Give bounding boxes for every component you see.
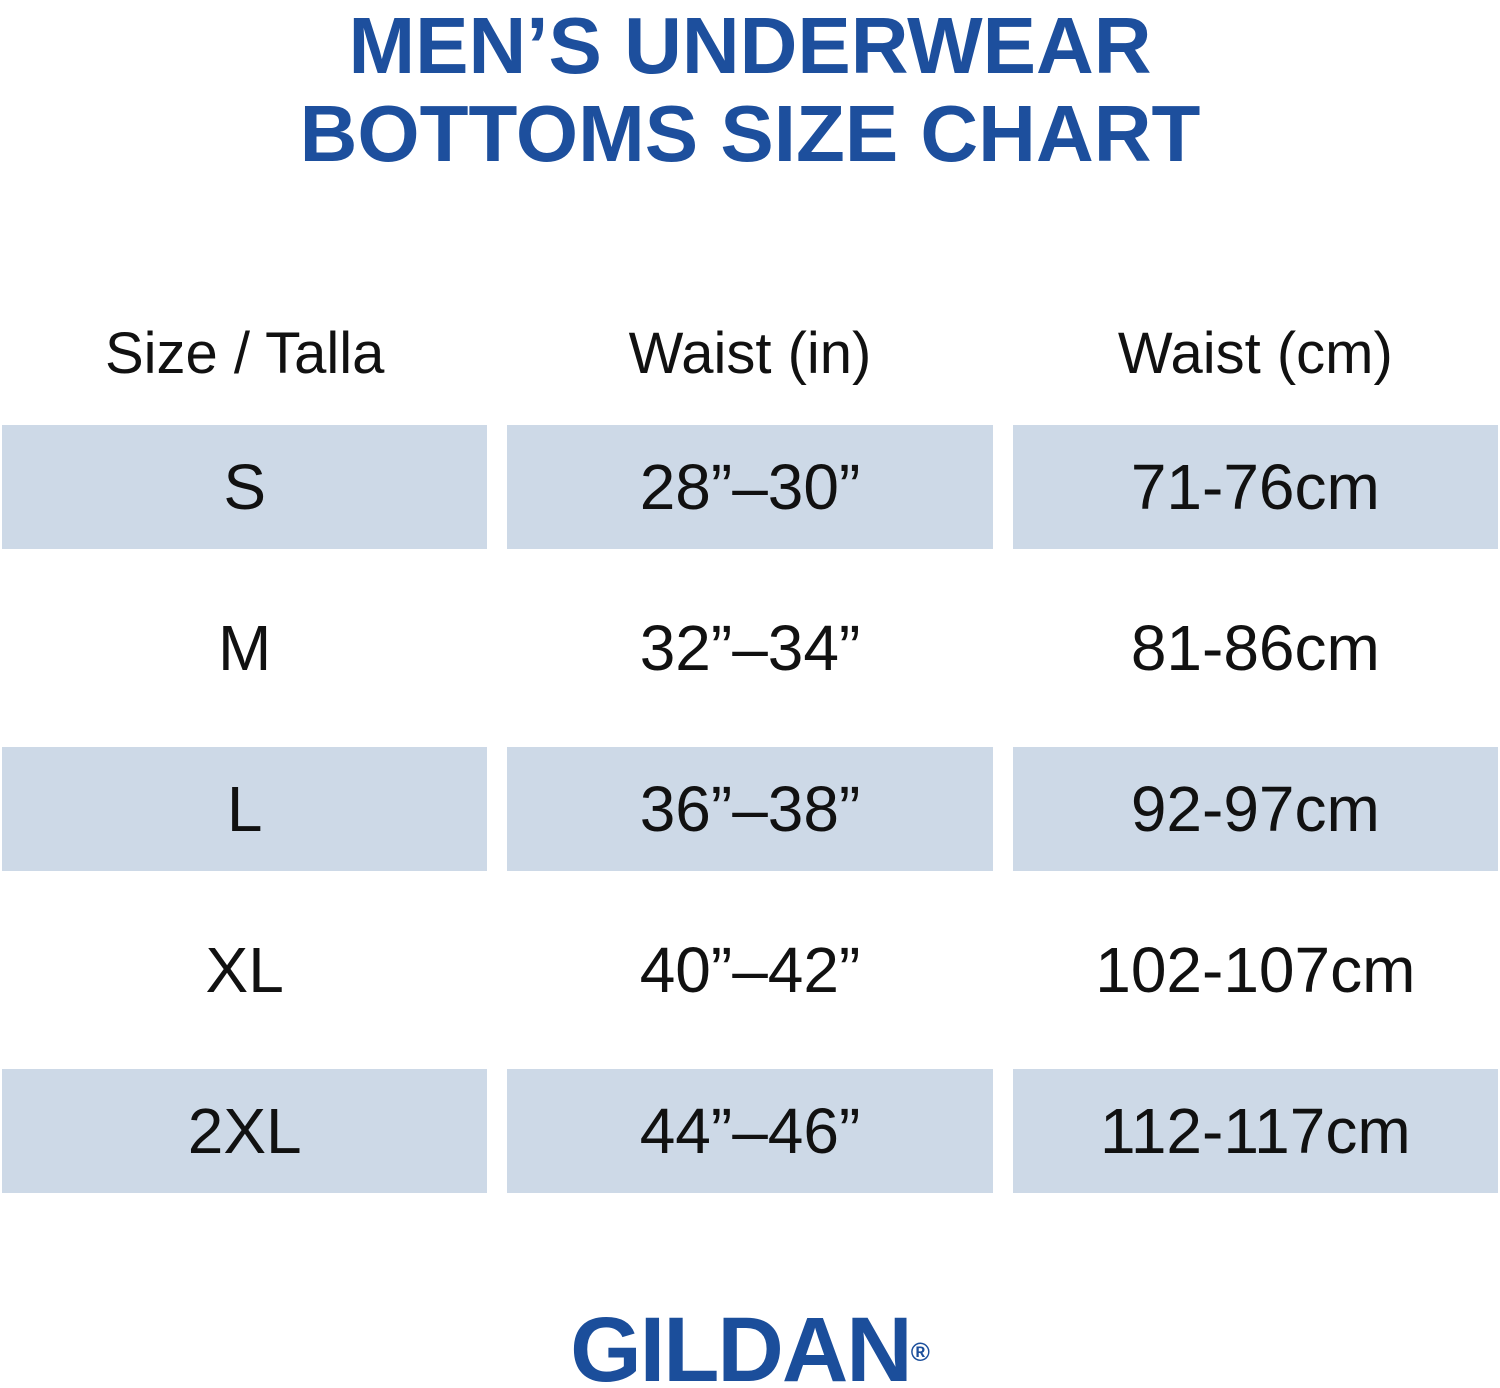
cell-size: S: [2, 425, 488, 549]
brand-logo: GILDAN®: [0, 1304, 1500, 1388]
table-row: 2XL 44”–46” 112-117cm: [2, 1069, 1498, 1193]
table-row: L 36”–38” 92-97cm: [2, 747, 1498, 871]
table-row: M 32”–34” 81-86cm: [2, 586, 1498, 710]
page-title-line-2: BOTTOMS SIZE CHART: [299, 89, 1201, 178]
cell-waist-in: 40”–42”: [639, 934, 861, 1006]
brand-logo-text: GILDAN: [570, 1299, 913, 1388]
cell-waist-cm: 81-86cm: [1130, 612, 1380, 684]
cell-size: 2XL: [2, 1069, 488, 1193]
cell-size: M: [218, 612, 272, 684]
registered-mark-icon: ®: [910, 1337, 930, 1367]
size-chart-table: Size / Talla Waist (in) Waist (cm) S 28”…: [2, 320, 1498, 1193]
cell-waist-cm: 71-76cm: [1012, 425, 1498, 549]
cell-waist-cm: 112-117cm: [1012, 1069, 1498, 1193]
table-body: S 28”–30” 71-76cm M 32”–34” 81-86cm L 36…: [2, 425, 1498, 1193]
header-cell-size: Size / Talla: [104, 321, 385, 386]
table-header-row: Size / Talla Waist (in) Waist (cm): [2, 320, 1498, 386]
cell-waist-cm: 102-107cm: [1095, 934, 1416, 1006]
cell-size: XL: [205, 934, 284, 1006]
page-title-line-1: MEN’S UNDERWEAR: [348, 1, 1152, 90]
page-title: MEN’S UNDERWEAR BOTTOMS SIZE CHART: [0, 0, 1500, 178]
cell-waist-in: 44”–46”: [507, 1069, 993, 1193]
header-cell-waist-cm: Waist (cm): [1117, 321, 1393, 386]
cell-waist-in: 28”–30”: [507, 425, 993, 549]
cell-size: L: [2, 747, 488, 871]
cell-waist-in: 32”–34”: [639, 612, 861, 684]
table-row: XL 40”–42” 102-107cm: [2, 908, 1498, 1032]
table-row: S 28”–30” 71-76cm: [2, 425, 1498, 549]
cell-waist-cm: 92-97cm: [1012, 747, 1498, 871]
cell-waist-in: 36”–38”: [507, 747, 993, 871]
header-cell-waist-in: Waist (in): [628, 321, 872, 386]
